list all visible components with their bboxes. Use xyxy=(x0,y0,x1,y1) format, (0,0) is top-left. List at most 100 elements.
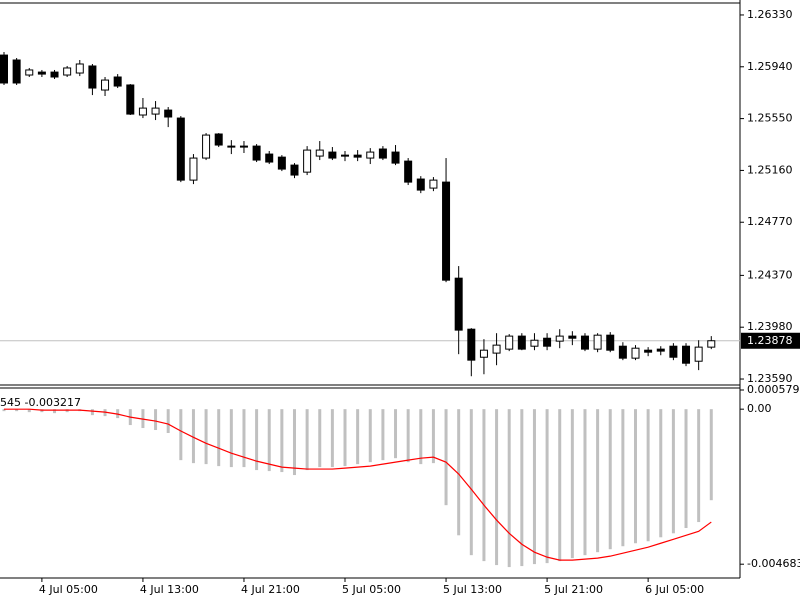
candle-body xyxy=(505,335,514,350)
candle-body xyxy=(252,145,261,161)
histogram-bar xyxy=(204,409,208,465)
candle-body xyxy=(214,133,223,146)
candle-body xyxy=(151,107,160,115)
candle-body xyxy=(138,107,147,116)
candle-body xyxy=(467,328,476,361)
histogram-bar xyxy=(154,409,158,431)
histogram-bar xyxy=(368,409,372,463)
y-tick-label: 1.24770 xyxy=(747,215,793,228)
candle-body xyxy=(265,153,274,163)
current-price-label: 1.23878 xyxy=(747,334,793,347)
x-tick-label: 5 Jul 05:00 xyxy=(342,583,401,596)
x-tick-label: 4 Jul 21:00 xyxy=(241,583,300,596)
candle-body xyxy=(25,69,34,76)
histogram-bar xyxy=(229,409,233,468)
candle-body xyxy=(277,156,286,170)
candle-body xyxy=(366,151,375,159)
y-tick-label: 0.00 xyxy=(747,402,772,415)
histogram-bar xyxy=(394,409,398,459)
histogram-bar xyxy=(305,409,309,471)
histogram-bar xyxy=(179,409,183,461)
candle-body xyxy=(239,145,248,148)
histogram-bar xyxy=(90,409,94,416)
signal-line xyxy=(4,408,712,561)
histogram-bar xyxy=(596,409,600,553)
y-tick-label: 0.000579 xyxy=(747,383,800,396)
candle-body xyxy=(644,349,653,353)
y-tick-label: 1.26330 xyxy=(747,8,793,21)
histogram-bar xyxy=(520,409,524,567)
histogram-bar xyxy=(15,409,19,412)
histogram-bar xyxy=(267,409,271,472)
y-tick-label: 1.25550 xyxy=(747,112,793,125)
histogram-bar xyxy=(646,409,650,542)
candle-body xyxy=(101,79,110,91)
candle-body xyxy=(353,154,362,158)
candle-body xyxy=(37,71,46,75)
histogram-bar xyxy=(558,409,562,562)
candle-body xyxy=(669,345,678,358)
histogram-bar xyxy=(2,409,6,412)
histogram-bar xyxy=(671,409,675,534)
histogram-bar xyxy=(684,409,688,529)
x-tick-label: 5 Jul 13:00 xyxy=(443,583,502,596)
histogram-bar xyxy=(242,409,246,468)
candle-body xyxy=(442,181,451,281)
histogram-bar xyxy=(406,409,410,463)
y-tick-label: 1.24370 xyxy=(747,268,793,281)
candle-body xyxy=(694,346,703,362)
candle-body xyxy=(568,335,577,339)
candle-body xyxy=(0,54,8,84)
candle-body xyxy=(290,164,299,176)
candle-body xyxy=(164,109,173,118)
candle-body xyxy=(479,349,488,358)
histogram-bar xyxy=(659,409,663,538)
candle-body xyxy=(303,149,312,173)
histogram-bar xyxy=(431,409,435,464)
histogram-bar xyxy=(570,409,574,559)
indicator-label: 545 -0.003217 xyxy=(0,396,81,409)
histogram-bar xyxy=(255,409,259,471)
candle-body xyxy=(492,344,501,354)
x-tick-label: 5 Jul 21:00 xyxy=(544,583,603,596)
x-tick-label: 6 Jul 05:00 xyxy=(645,583,704,596)
histogram-bar xyxy=(495,409,499,566)
candle-body xyxy=(189,157,198,181)
candle-body xyxy=(543,337,552,347)
histogram-bar xyxy=(634,409,637,544)
histogram-bar xyxy=(280,409,284,473)
candle-body xyxy=(555,335,564,342)
candle-body xyxy=(656,348,665,352)
candle-body xyxy=(378,148,387,159)
x-tick-label: 4 Jul 05:00 xyxy=(39,583,98,596)
histogram-bar xyxy=(343,409,347,467)
histogram-bar xyxy=(507,409,511,568)
candle-body xyxy=(404,160,413,183)
y-tick-label: 1.25160 xyxy=(747,163,793,176)
candle-body xyxy=(454,277,463,331)
candle-body xyxy=(593,334,602,350)
candle-body xyxy=(416,178,425,191)
x-tick-label: 4 Jul 13:00 xyxy=(140,583,199,596)
histogram-bar xyxy=(621,409,625,547)
candle-body xyxy=(227,145,236,148)
histogram-bar xyxy=(53,409,57,414)
histogram-bar xyxy=(356,409,360,465)
candle-body xyxy=(88,65,97,89)
histogram-bar xyxy=(608,409,612,550)
candle-body xyxy=(202,134,211,159)
candle-body xyxy=(391,151,400,164)
candle-body xyxy=(328,151,337,159)
candle-body xyxy=(12,59,21,84)
candle-body xyxy=(517,335,526,350)
y-tick-label: 1.23980 xyxy=(747,320,793,333)
histogram-bar xyxy=(292,409,296,476)
histogram-bar xyxy=(457,409,461,536)
candle-body xyxy=(75,63,84,74)
histogram-bar xyxy=(381,409,385,461)
histogram-bar xyxy=(545,409,549,564)
candle-body xyxy=(50,71,59,78)
candle-body xyxy=(606,334,615,351)
